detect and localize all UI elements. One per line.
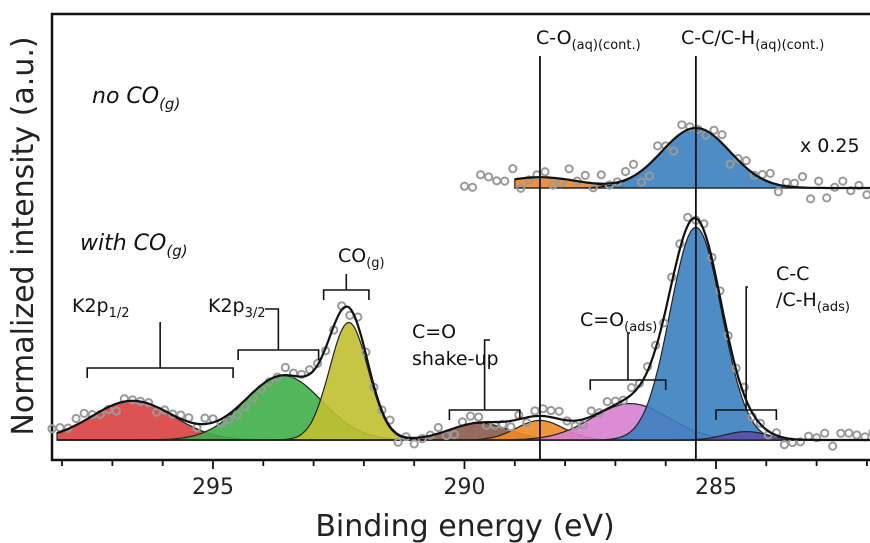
- data-point-top: [799, 173, 806, 180]
- data-point-bottom: [628, 384, 635, 391]
- data-point-top: [839, 178, 846, 185]
- bracket-co-gas: [324, 274, 369, 300]
- data-point-bottom: [853, 431, 860, 438]
- data-point-top: [767, 170, 774, 177]
- refline-label-cc: C-C/C-H(aq)(cont.): [681, 27, 824, 53]
- label-co-ads: C=O(ads): [580, 309, 657, 335]
- data-point-top: [863, 191, 870, 198]
- data-point-bottom: [467, 413, 474, 420]
- condition-label-top: no CO(g): [92, 84, 180, 113]
- data-point-bottom: [73, 415, 80, 422]
- peak-fills: [57, 128, 870, 440]
- condition-label-bottom: with CO(g): [80, 231, 188, 260]
- data-point-bottom: [556, 408, 563, 415]
- label-k2p32: K2p3/2: [208, 295, 266, 321]
- data-point-top: [477, 171, 484, 178]
- scale-factor-label: x 0.25: [800, 135, 860, 157]
- data-point-bottom: [781, 441, 788, 448]
- data-point-top: [485, 173, 492, 180]
- label-co-shakeup-2: shake-up: [412, 348, 499, 370]
- plot-frame: [52, 14, 870, 460]
- data-point-bottom: [604, 398, 611, 405]
- data-point-top: [501, 178, 508, 185]
- x-tick-label-295: 295: [192, 475, 234, 500]
- data-point-bottom: [475, 413, 482, 420]
- data-point-top: [678, 121, 685, 128]
- data-point-bottom: [515, 411, 522, 418]
- data-point-bottom: [411, 440, 418, 447]
- data-point-top: [461, 183, 468, 190]
- data-point-top: [775, 188, 782, 195]
- label-co-gas: CO(g): [338, 245, 385, 271]
- data-point-bottom: [837, 430, 844, 437]
- x-tick-label-290: 290: [443, 475, 485, 500]
- data-point-top: [582, 172, 589, 179]
- data-point-top: [743, 157, 750, 164]
- data-point-top: [791, 180, 798, 187]
- data-point-bottom: [829, 443, 836, 450]
- data-point-top: [630, 161, 637, 168]
- data-point-top: [541, 168, 548, 175]
- label-cc-ads-2: /C-H(ads): [776, 289, 850, 315]
- data-point-top: [469, 184, 476, 191]
- data-point-bottom: [845, 430, 852, 437]
- data-point-bottom: [531, 407, 538, 414]
- data-point-bottom: [547, 407, 554, 414]
- label-co-shakeup-1: C=O: [412, 321, 456, 343]
- data-point-top: [654, 142, 661, 149]
- data-point-top: [493, 177, 500, 184]
- y-axis-title: Normalized intensity (a.u.): [6, 36, 41, 435]
- data-point-bottom: [821, 430, 828, 437]
- data-point-bottom: [201, 415, 208, 422]
- data-point-top: [815, 178, 822, 185]
- x-axis-ticks: 295 290 285: [62, 460, 867, 500]
- refline-label-co: C-O(aq)(cont.): [536, 27, 641, 53]
- data-point-top: [718, 131, 725, 138]
- bracket-k2p12: [87, 322, 233, 378]
- data-point-bottom: [282, 364, 289, 371]
- data-point-top: [823, 194, 830, 201]
- data-point-bottom: [435, 424, 442, 431]
- x-tick-label-285: 285: [695, 475, 737, 500]
- data-point-bottom: [507, 423, 514, 430]
- label-cc-ads-1: C-C: [776, 263, 809, 285]
- data-point-top: [598, 171, 605, 178]
- data-point-top: [566, 165, 573, 172]
- data-point-bottom: [588, 407, 595, 414]
- data-point-top: [807, 195, 814, 202]
- x-axis-title: Binding energy (eV): [315, 509, 614, 543]
- data-point-top: [622, 168, 629, 175]
- data-point-top: [509, 165, 516, 172]
- label-k2p12: K2p1/2: [72, 295, 130, 321]
- data-point-bottom: [81, 410, 88, 417]
